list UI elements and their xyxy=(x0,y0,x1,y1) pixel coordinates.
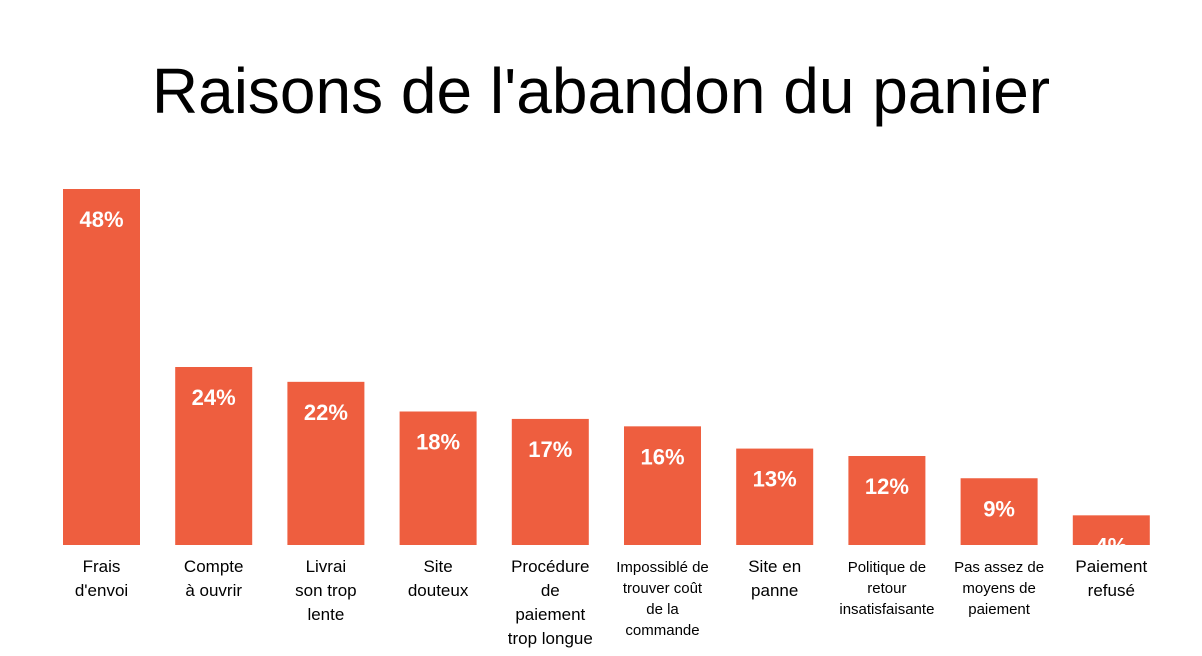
value-label-5: 17% xyxy=(528,437,572,462)
value-label-4: 18% xyxy=(416,430,460,455)
value-label-1: 48% xyxy=(79,207,123,232)
bar-1 xyxy=(63,189,140,545)
value-label-8: 12% xyxy=(865,474,909,499)
category-label-5: Procédure de paiement trop longue xyxy=(508,557,593,648)
bar-7 xyxy=(736,448,814,545)
bar-8 xyxy=(848,456,926,545)
value-label-6: 16% xyxy=(640,444,684,469)
bar-10 xyxy=(1072,515,1150,545)
category-label-1: Frais d'envoi xyxy=(75,557,128,600)
category-label-6: Impossiblé de trouver coût de la commande xyxy=(616,559,709,639)
category-label-2: Compte à ouvrir xyxy=(184,557,244,600)
category-label-8: Politique de retour insatisfaisante xyxy=(839,559,934,618)
value-label-10: 4% xyxy=(1095,533,1127,558)
category-label-10: Paiement refusé xyxy=(1075,557,1147,600)
value-label-3: 22% xyxy=(304,400,348,425)
bar-9 xyxy=(960,478,1038,545)
category-label-7: Site en panne xyxy=(748,557,801,600)
category-label-3: Livrai son trop lente xyxy=(295,557,356,624)
bar-5 xyxy=(511,418,589,545)
bar-4 xyxy=(399,411,477,545)
bar-6 xyxy=(624,426,701,545)
bar-2 xyxy=(175,367,253,545)
value-label-9: 9% xyxy=(983,496,1015,521)
bar-3 xyxy=(287,381,365,545)
category-label-9: Pas assez de moyens de paiement xyxy=(954,559,1044,618)
value-label-2: 24% xyxy=(192,385,236,410)
value-label-7: 13% xyxy=(753,467,797,492)
chart-title: Raisons de l'abandon du panier xyxy=(151,55,1051,127)
category-label-4: Site douteux xyxy=(408,557,469,600)
